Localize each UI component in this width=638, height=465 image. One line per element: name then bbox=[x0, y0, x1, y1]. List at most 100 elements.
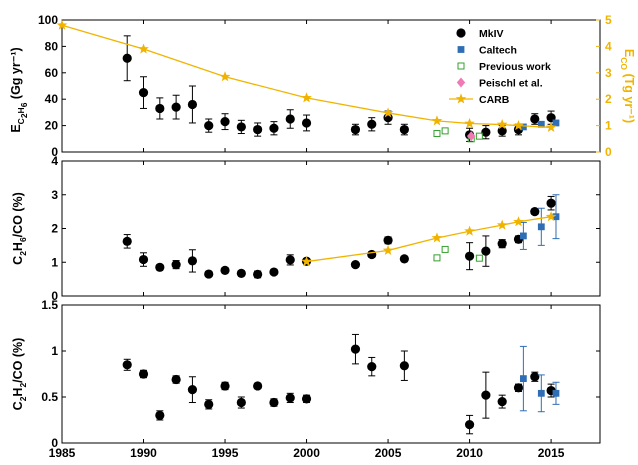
data-point bbox=[204, 399, 214, 409]
data-point bbox=[350, 124, 361, 135]
data-point bbox=[236, 122, 246, 132]
data-point bbox=[399, 124, 409, 135]
data-point bbox=[497, 239, 507, 249]
legend-marker bbox=[456, 77, 466, 88]
legend-label: Peischl et al. bbox=[479, 78, 543, 90]
y2-tick-label: 1 bbox=[605, 119, 612, 133]
data-point bbox=[155, 262, 165, 272]
y-axis-label-sub: H bbox=[16, 107, 26, 113]
series-caltech bbox=[519, 194, 560, 250]
data-point bbox=[441, 127, 449, 135]
x-tick-label: 1990 bbox=[130, 446, 157, 460]
data-point bbox=[481, 246, 491, 256]
data-point bbox=[546, 198, 556, 208]
y-tick-label: 20 bbox=[45, 119, 59, 133]
data-point bbox=[236, 397, 246, 408]
data-point bbox=[171, 374, 181, 385]
y-axis-label-part: C bbox=[11, 256, 25, 265]
y-tick-label: 1.5 bbox=[41, 298, 58, 312]
y2-tick-label: 2 bbox=[605, 92, 612, 106]
series-peischl-et-al- bbox=[467, 131, 476, 142]
data-point bbox=[138, 88, 149, 98]
y-axis-label-part: 2 bbox=[18, 251, 28, 256]
data-point bbox=[475, 132, 483, 140]
data-point bbox=[204, 269, 214, 279]
data-point bbox=[171, 260, 181, 270]
data-point bbox=[537, 389, 545, 397]
data-point bbox=[367, 119, 377, 129]
data-point bbox=[513, 120, 524, 131]
series-caltech bbox=[519, 119, 560, 131]
data-point bbox=[350, 260, 361, 270]
legend-label: MkIV bbox=[479, 28, 504, 40]
y-axis-label: EC2H6 (Gg yr⁻¹) bbox=[9, 47, 29, 132]
plot-frame bbox=[61, 19, 601, 153]
y2-tick-label: 3 bbox=[605, 66, 612, 80]
data-point bbox=[269, 397, 279, 408]
y-tick-label: 3 bbox=[51, 188, 58, 202]
data-point bbox=[187, 99, 198, 110]
data-point bbox=[367, 362, 377, 372]
data-point bbox=[367, 249, 377, 260]
data-point bbox=[301, 92, 312, 103]
y-tick-label: 0 bbox=[51, 145, 58, 159]
data-point bbox=[552, 389, 560, 397]
y-axis-label-part: 2 bbox=[18, 383, 28, 388]
x-tick-label: 2010 bbox=[456, 446, 483, 460]
data-point bbox=[236, 268, 246, 278]
y-tick-label: 80 bbox=[45, 39, 59, 53]
y-tick-label: 0 bbox=[51, 436, 58, 450]
data-point bbox=[497, 126, 507, 136]
y-axis-label-units: (Gg yr⁻¹) bbox=[9, 47, 23, 102]
data-point bbox=[187, 385, 198, 395]
series-carb bbox=[56, 19, 557, 132]
series-mkiv bbox=[122, 333, 556, 435]
y-axis-label-part: /CO (%) bbox=[11, 192, 25, 237]
data-point bbox=[441, 245, 449, 253]
data-point bbox=[138, 254, 149, 265]
y2-axis-label-main: E bbox=[622, 49, 636, 57]
y-tick-label: 0 bbox=[51, 289, 58, 303]
y-axis-label-sub: 2 bbox=[19, 113, 29, 118]
y2-axis-label-units: (Tg yr⁻¹) bbox=[622, 70, 636, 123]
data-point bbox=[530, 207, 540, 217]
data-point bbox=[552, 119, 560, 127]
data-point bbox=[122, 53, 132, 63]
data-point bbox=[220, 117, 230, 127]
legend-marker bbox=[455, 93, 467, 104]
data-point bbox=[464, 251, 475, 261]
legend-label: Caltech bbox=[479, 45, 517, 57]
data-point bbox=[464, 225, 475, 236]
y-tick-label: 4 bbox=[51, 154, 58, 168]
data-point bbox=[467, 131, 476, 142]
y2-axis-label-sub: CO bbox=[619, 57, 629, 70]
data-point bbox=[301, 394, 312, 404]
data-point bbox=[253, 269, 263, 279]
data-point bbox=[399, 361, 409, 371]
y-axis-label-part: /CO (%) bbox=[11, 338, 25, 383]
data-point bbox=[285, 255, 295, 265]
data-point bbox=[138, 369, 149, 379]
y-axis-label-part: 6 bbox=[18, 237, 28, 242]
y-tick-label: 2 bbox=[51, 222, 58, 236]
data-point bbox=[496, 118, 508, 130]
y2-tick-label: 0 bbox=[605, 145, 612, 159]
data-point bbox=[253, 381, 263, 391]
data-point bbox=[530, 372, 540, 382]
legend-marker bbox=[457, 62, 465, 70]
y-tick-label: 60 bbox=[45, 66, 59, 80]
data-point bbox=[433, 130, 441, 138]
data-point bbox=[481, 390, 491, 400]
data-point bbox=[552, 213, 560, 221]
data-point bbox=[383, 235, 393, 245]
data-point bbox=[269, 267, 279, 277]
data-point bbox=[285, 393, 295, 403]
data-point bbox=[513, 216, 524, 227]
series-carb bbox=[301, 211, 557, 267]
data-point bbox=[382, 244, 394, 255]
y-tick-label: 1 bbox=[51, 344, 58, 358]
data-point bbox=[545, 211, 557, 222]
data-point bbox=[433, 254, 441, 262]
